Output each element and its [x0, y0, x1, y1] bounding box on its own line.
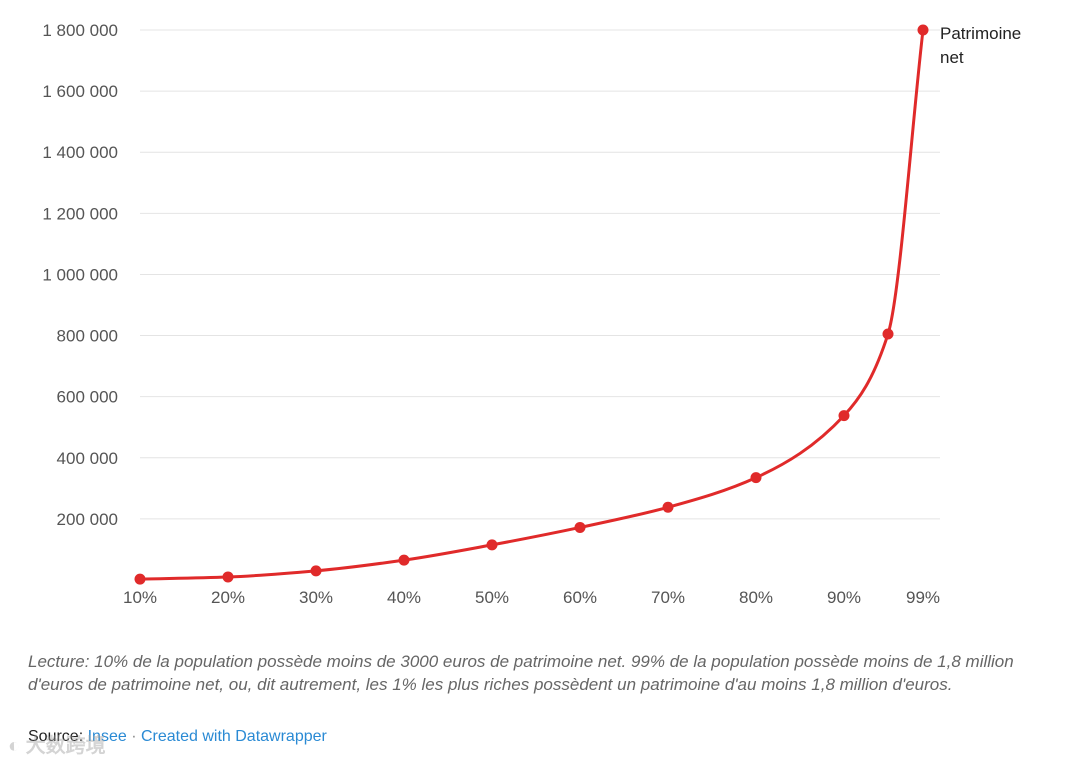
- y-tick-label: 1 800 000: [42, 21, 118, 40]
- line-chart: 200 000 400 000 600 000 800 000 1 000 000 1 2…: [42, 21, 1021, 607]
- x-tick-label: 40%: [387, 588, 421, 607]
- y-tick-label: 1 200 000: [42, 204, 118, 223]
- x-tick-label: 60%: [563, 588, 597, 607]
- y-tick-label: 600 000: [57, 388, 118, 407]
- data-point: [917, 24, 929, 36]
- y-tick-label: 1 600 000: [42, 82, 118, 101]
- x-tick-label: 30%: [299, 588, 333, 607]
- data-point: [222, 571, 234, 583]
- y-tick-label: 200 000: [57, 510, 118, 529]
- chart-area: 200 000 400 000 600 000 800 000 1 000 000 1 2…: [42, 21, 1021, 607]
- y-tick-label: 1 400 000: [42, 143, 118, 162]
- chart-note: Lecture: 10% de la population possède mo…: [28, 652, 1014, 694]
- watermark-logo: ◐ 大数跨境: [8, 735, 106, 757]
- source-label: Source:: [28, 728, 84, 745]
- data-point: [574, 521, 586, 533]
- series-line-patrimoine-net: [138, 28, 925, 581]
- data-point: [662, 501, 674, 513]
- data-point: [882, 328, 894, 340]
- x-tick-label: 80%: [739, 588, 773, 607]
- data-point: [398, 554, 410, 566]
- x-tick-label: 20%: [211, 588, 245, 607]
- y-tick-label: 1 000 000: [42, 265, 118, 284]
- y-tick-label: 400 000: [57, 449, 118, 468]
- x-tick-label: 70%: [651, 588, 685, 607]
- data-point: [750, 472, 762, 484]
- y-tick-label: 800 000: [57, 327, 118, 346]
- chart-footer: Source: Insee · Created with Datawrapper: [28, 728, 327, 746]
- source-link[interactable]: Insee: [87, 728, 127, 745]
- data-point: [134, 573, 146, 585]
- series-label: Patrimoine net: [940, 24, 1021, 67]
- x-tick-label: 50%: [475, 588, 509, 607]
- x-tick-label: 10%: [123, 588, 157, 607]
- data-point: [838, 410, 850, 422]
- x-tick-label: 90%: [827, 588, 861, 607]
- x-tick-label: 99%: [906, 588, 940, 607]
- footer-separator: ·: [131, 728, 137, 745]
- datawrapper-credit-link[interactable]: Created with Datawrapper: [140, 728, 327, 745]
- data-point: [486, 539, 498, 551]
- data-point: [310, 565, 322, 577]
